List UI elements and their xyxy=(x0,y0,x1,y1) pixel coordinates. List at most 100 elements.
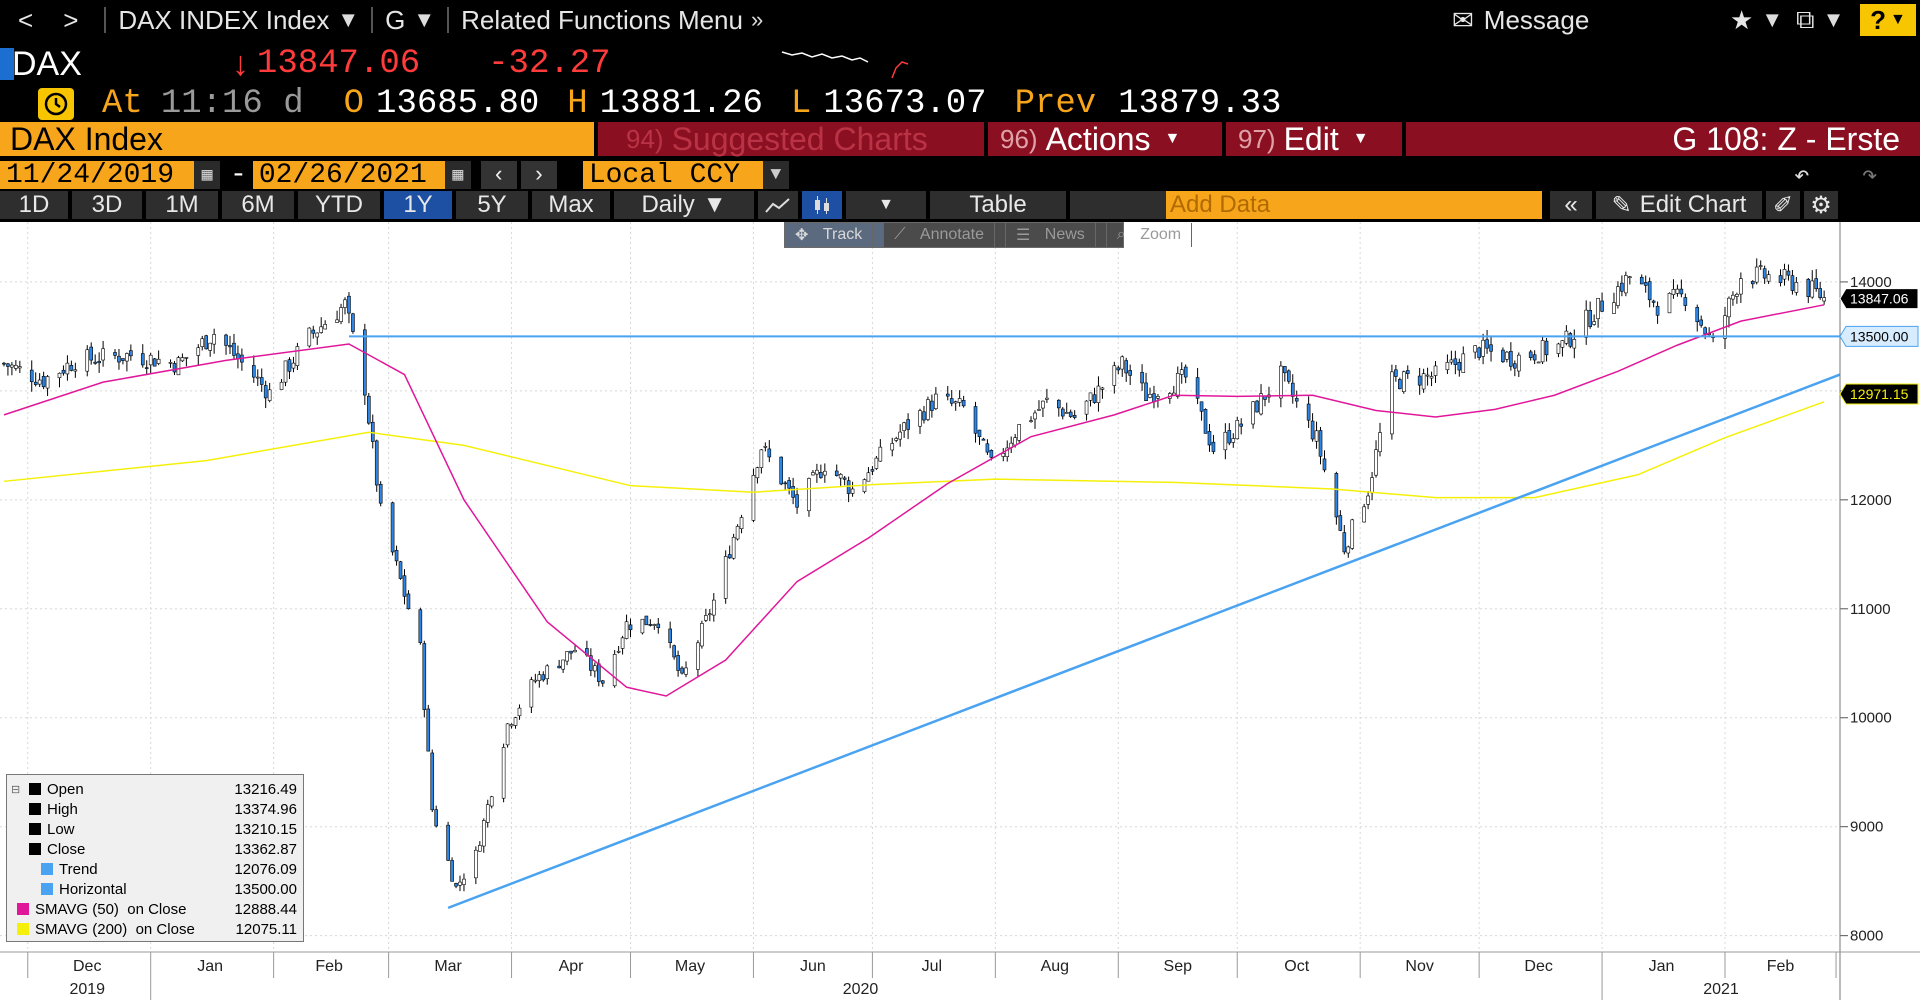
at-label: At xyxy=(102,85,143,123)
candle-down xyxy=(628,624,633,631)
period-button-1d[interactable]: 1D xyxy=(0,191,68,219)
add-data-input[interactable]: Add Data xyxy=(1166,191,1542,219)
line-chart-button[interactable] xyxy=(758,191,798,219)
message-button[interactable]: ✉ Message xyxy=(1452,5,1589,36)
security-name-field[interactable]: DAX Index xyxy=(0,121,594,157)
undo-icon[interactable]: ↶ xyxy=(1794,160,1810,191)
gear-button[interactable]: ⚙ xyxy=(1804,191,1838,219)
candle-up xyxy=(934,393,938,410)
candle-up xyxy=(208,342,212,351)
price-chart[interactable]: 800090001000011000120001300014000DecJanF… xyxy=(0,222,1920,1001)
candle-down xyxy=(1528,351,1533,358)
favorites-button[interactable]: ★ ▼ xyxy=(1730,5,1783,36)
nav-divider xyxy=(104,7,107,33)
candlestick-button[interactable] xyxy=(802,191,842,219)
legend-value: 13210.15 xyxy=(234,820,297,838)
candle-up xyxy=(196,347,201,356)
edit-chart-button[interactable]: ✎ Edit Chart xyxy=(1596,191,1762,219)
frequency-selector[interactable]: Daily ▼ xyxy=(614,191,754,219)
end-date-field[interactable]: 02/26/2021 xyxy=(252,160,445,191)
security-selector[interactable]: DAX INDEX Index ▼ xyxy=(118,5,359,36)
candle-up xyxy=(1041,400,1045,409)
overlay-lines xyxy=(3,304,1841,910)
next-period-button[interactable]: › xyxy=(520,161,557,189)
x-month-label: Dec xyxy=(1524,958,1552,975)
candle-down xyxy=(69,364,74,371)
candle-down xyxy=(1750,281,1755,285)
track-tool[interactable]: ✥ Track xyxy=(785,223,885,247)
suggested-charts-button[interactable]: 94) Suggested Charts xyxy=(598,121,984,157)
period-button-ytd[interactable]: YTD xyxy=(298,191,380,219)
candle-up xyxy=(319,326,324,333)
chart-legend[interactable]: Open 13216.49 High 13374.96 Low 13210.15… xyxy=(6,774,304,942)
period-button-6m[interactable]: 6M xyxy=(222,191,294,219)
candle-up xyxy=(1584,309,1589,338)
currency-selector[interactable]: Local CCY xyxy=(582,159,763,191)
candle-down xyxy=(311,329,316,334)
currency-label: Local CCY xyxy=(588,159,741,191)
candle-up xyxy=(1001,453,1006,457)
help-button[interactable]: ? ▼ xyxy=(1860,4,1916,36)
period-button-max[interactable]: Max xyxy=(532,191,610,219)
annotate-label: Annotate xyxy=(910,223,995,247)
candle-up xyxy=(481,820,486,847)
candle-up xyxy=(85,349,90,372)
forward-button[interactable]: > xyxy=(63,4,79,35)
related-functions-menu[interactable]: Related Functions Menu » xyxy=(461,5,763,36)
candle-up xyxy=(529,679,534,708)
edit-menu[interactable]: 97) Edit ▼ xyxy=(1226,121,1402,157)
candle-down xyxy=(228,345,232,348)
legend-row-close: Close 13362.87 xyxy=(7,839,305,859)
candle-down xyxy=(949,398,954,404)
start-date-field[interactable]: 11/24/2019 xyxy=(0,160,194,191)
candle-up xyxy=(1346,546,1351,554)
function-selector[interactable]: G ▼ xyxy=(385,5,435,36)
candle-down xyxy=(1255,400,1259,413)
x-month-label: Dec xyxy=(73,958,101,975)
trend-price-tag: 12971.15 xyxy=(1850,386,1909,402)
last-price-tag: 13847.06 xyxy=(1850,291,1909,307)
export-button[interactable]: ⧉ ▼ xyxy=(1796,4,1844,36)
candle-down xyxy=(1128,370,1132,376)
chevron-down-icon: ▼ xyxy=(1890,11,1906,28)
x-month-label: Aug xyxy=(1041,958,1069,975)
down-arrow-icon: ↓ xyxy=(231,44,249,83)
candle-up xyxy=(1667,292,1672,314)
period-button-1m[interactable]: 1M xyxy=(146,191,218,219)
candle-down xyxy=(1544,340,1549,356)
caret-down-icon[interactable]: ▼ xyxy=(762,161,789,189)
calendar-icon[interactable]: ▦ xyxy=(444,161,471,189)
actions-menu[interactable]: 96) Actions ▼ xyxy=(988,121,1222,157)
redo-icon[interactable]: ↷ xyxy=(1862,160,1878,191)
candle-down xyxy=(232,342,236,356)
annotate-tool[interactable]: ⟋ Annotate xyxy=(884,223,1006,247)
table-button[interactable]: Table xyxy=(930,191,1066,219)
chart-type-dropdown[interactable]: ▼ xyxy=(846,191,926,219)
double-chevron-left-icon: « xyxy=(1564,191,1578,218)
candle-up xyxy=(1084,400,1089,415)
candle-up xyxy=(458,881,462,886)
candle-down xyxy=(906,419,910,430)
period-button-5y[interactable]: 5Y xyxy=(456,191,528,219)
collapse-button[interactable]: « xyxy=(1550,191,1592,219)
news-tool[interactable]: ☰ News xyxy=(1006,223,1107,247)
candle-down xyxy=(569,650,573,654)
zoom-tool[interactable]: ⌕ Zoom xyxy=(1107,223,1202,247)
chevron-down-icon: ▼ xyxy=(413,7,436,32)
function-selector-label: G xyxy=(385,4,406,35)
previous-period-button[interactable]: ‹ xyxy=(480,161,517,189)
candle-up xyxy=(537,674,542,681)
period-button-1y[interactable]: 1Y xyxy=(384,191,452,219)
candle-up xyxy=(1758,265,1763,267)
high-value: 13881.26 xyxy=(599,85,763,123)
edit-settings-icon: ✐ xyxy=(1772,191,1794,219)
calendar-icon[interactable]: ▦ xyxy=(194,161,220,189)
frequency-label: Daily xyxy=(641,191,695,218)
back-button[interactable]: < xyxy=(18,4,34,35)
candle-down xyxy=(1310,420,1315,440)
candle-up xyxy=(957,398,962,403)
chart-settings-button[interactable]: ✐ xyxy=(1766,191,1800,219)
caret-down-icon: ▼ xyxy=(702,191,727,218)
period-button-3d[interactable]: 3D xyxy=(72,191,142,219)
candle-down xyxy=(1207,431,1212,446)
